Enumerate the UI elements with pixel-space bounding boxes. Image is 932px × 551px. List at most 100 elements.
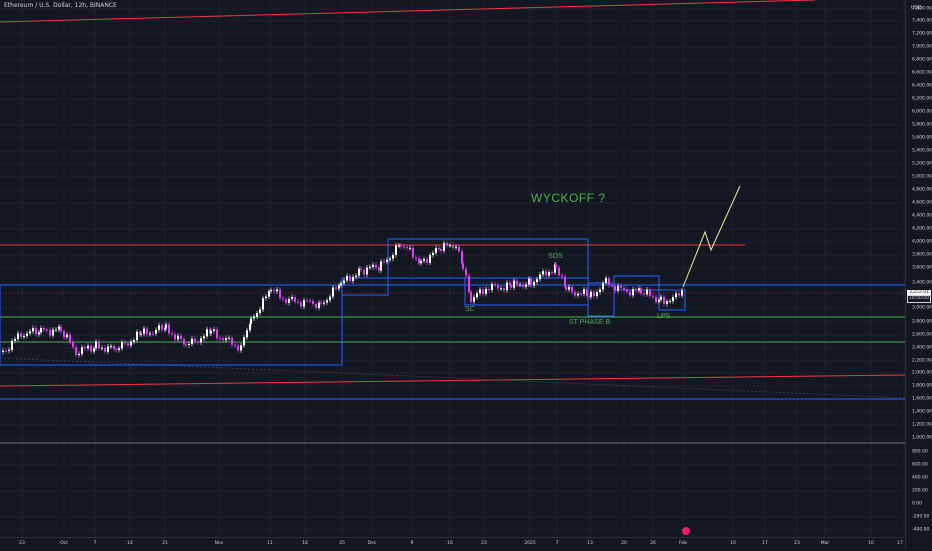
candle-body: [565, 286, 567, 290]
candle-body: [429, 255, 431, 263]
price-axis-label: 5,000.00: [912, 174, 932, 180]
time-axis[interactable]: 23 Oct 7 14 21 Nov 11 18 25 Dec 9 16 23 2025 7 13 20 26 Fe…: [0, 537, 905, 551]
candle-body: [191, 338, 193, 344]
time-axis-label: 2025: [524, 541, 536, 546]
annotation-wyckoff: WYCKOFF ?: [531, 191, 606, 205]
time-axis-label: 7: [93, 541, 97, 546]
candle-body: [231, 337, 233, 345]
candle-body: [90, 345, 92, 352]
candle-body: [503, 288, 505, 291]
candle-body: [20, 333, 22, 337]
time-axis-label: 10: [868, 541, 874, 546]
candle-body: [75, 347, 77, 355]
candle-body: [185, 344, 187, 346]
candle-body: [440, 249, 442, 251]
price-axis-label: -200.00: [912, 514, 930, 520]
candle-body: [210, 331, 212, 334]
candle-body: [392, 255, 394, 259]
symbol-title[interactable]: Ethereum / U.S. Dollar, 12h, BINANCE: [4, 2, 117, 9]
candle-body: [443, 242, 445, 251]
candle-body: [355, 275, 357, 277]
candle-body: [378, 267, 380, 271]
candle-body: [491, 284, 493, 291]
candle-body: [465, 268, 467, 276]
dashed-trendline: [0, 357, 905, 399]
candle-body: [329, 296, 331, 301]
candle-body: [228, 337, 230, 339]
candle-body: [530, 278, 532, 286]
candle-body: [568, 286, 570, 290]
candle-body: [555, 264, 557, 268]
range-box: [341, 277, 389, 296]
candle-body: [40, 328, 42, 333]
candle-body: [482, 289, 484, 294]
price-axis[interactable]: 7,600.00 7,400.00 7,200.00 7,000.00 6,800.00…: [905, 0, 932, 550]
candle-body: [383, 261, 385, 263]
candle-body: [449, 245, 451, 247]
price-axis-label: 7,000.00: [912, 44, 932, 50]
price-axis-label: 2,600.00: [912, 332, 932, 338]
candle-body: [93, 348, 95, 352]
price-chart-canvas[interactable]: [0, 0, 905, 537]
candle-body: [672, 297, 674, 302]
candle-body: [418, 258, 420, 264]
candle-body: [8, 349, 10, 351]
candle-body: [403, 246, 405, 248]
countdown-badge: 10:50:00: [907, 295, 931, 303]
candle-body: [666, 301, 668, 304]
candle-body: [219, 338, 221, 340]
price-axis-label: 3,800.00: [912, 252, 932, 258]
candle-body: [26, 333, 28, 336]
price-axis-label: 6,200.00: [912, 96, 932, 102]
candle-body: [577, 293, 579, 296]
candle-body: [435, 247, 437, 254]
candle-body: [635, 289, 637, 291]
candle-body: [380, 261, 382, 271]
price-axis-label: 200.00: [912, 488, 928, 494]
price-axis-label: 3,600.00: [912, 265, 932, 271]
time-axis-label: 23: [19, 541, 25, 546]
price-axis-label: 0.00: [912, 501, 923, 507]
candle-body: [288, 298, 290, 303]
candle-body: [149, 333, 151, 335]
time-axis-label: 21: [162, 541, 168, 546]
candle-body: [660, 296, 662, 300]
candle-body: [318, 302, 320, 308]
price-axis-label: 3,400.00: [912, 280, 932, 286]
time-axis-label: 23: [481, 541, 487, 546]
candle-body: [133, 340, 135, 342]
annotation-lps: LPS: [657, 313, 671, 320]
candle-body: [180, 335, 182, 340]
candle-body: [270, 290, 272, 292]
time-axis-label: 16: [447, 541, 453, 546]
candle-body: [276, 289, 278, 292]
candle-body: [658, 299, 660, 302]
candle-body: [107, 346, 109, 352]
candle-body: [38, 332, 40, 335]
candle-body: [561, 275, 563, 277]
price-axis-label: 6,400.00: [912, 83, 932, 89]
candle-body: [426, 259, 428, 263]
candle-body: [203, 336, 205, 339]
candle-body: [614, 285, 616, 291]
candle-body: [143, 328, 145, 334]
candle-body: [458, 246, 460, 252]
tradingview-logo-icon[interactable]: [682, 527, 690, 535]
price-axis-label: 4,000.00: [912, 239, 932, 245]
candle-body: [104, 347, 106, 352]
candle-body: [675, 293, 677, 298]
time-axis-label: 26: [650, 541, 656, 546]
candle-body: [608, 278, 610, 286]
time-axis-label: 23: [794, 541, 800, 546]
candle-body: [462, 263, 464, 269]
candle-body: [243, 337, 245, 346]
candle-body: [473, 297, 475, 302]
candle-body: [343, 280, 345, 284]
candle-body: [363, 269, 365, 275]
candle-body: [409, 247, 411, 249]
candle-body: [101, 347, 103, 349]
candle-body: [140, 333, 142, 335]
candle-body: [500, 288, 502, 290]
candle-body: [315, 303, 317, 308]
